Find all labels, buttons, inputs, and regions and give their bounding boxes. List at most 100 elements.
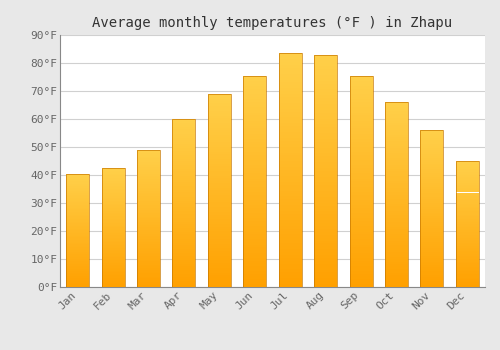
Bar bbox=[385, 102, 408, 105]
Bar bbox=[420, 185, 444, 187]
Bar bbox=[172, 127, 196, 130]
Bar bbox=[172, 193, 196, 195]
Bar bbox=[172, 230, 196, 232]
Bar bbox=[278, 173, 301, 176]
Bar bbox=[137, 239, 160, 241]
Bar bbox=[102, 190, 124, 192]
Bar bbox=[102, 220, 124, 222]
Bar bbox=[420, 132, 444, 134]
Bar bbox=[244, 221, 266, 224]
Bar bbox=[420, 148, 444, 150]
Bar bbox=[137, 194, 160, 196]
Bar bbox=[172, 142, 196, 144]
Bar bbox=[456, 178, 479, 180]
Bar bbox=[385, 250, 408, 252]
Bar bbox=[66, 241, 89, 243]
Bar bbox=[278, 275, 301, 278]
Bar bbox=[137, 181, 160, 182]
Bar bbox=[66, 216, 89, 218]
Bar bbox=[314, 258, 337, 261]
Bar bbox=[456, 199, 479, 200]
Bar bbox=[172, 268, 196, 270]
Bar bbox=[102, 256, 124, 257]
Bar bbox=[172, 119, 196, 287]
Bar bbox=[420, 260, 444, 261]
Bar bbox=[137, 162, 160, 163]
Bar bbox=[278, 211, 301, 214]
Bar bbox=[456, 229, 479, 230]
Bar bbox=[420, 264, 444, 265]
Bar bbox=[244, 173, 266, 176]
Bar bbox=[137, 155, 160, 157]
Bar bbox=[137, 243, 160, 244]
Bar bbox=[66, 246, 89, 247]
Bar bbox=[172, 264, 196, 266]
Bar bbox=[66, 250, 89, 252]
Bar bbox=[314, 124, 337, 127]
Bar bbox=[208, 147, 231, 149]
Bar bbox=[420, 238, 444, 240]
Bar bbox=[66, 266, 89, 267]
Bar bbox=[66, 194, 89, 195]
Bar bbox=[420, 160, 444, 162]
Bar bbox=[102, 211, 124, 212]
Bar bbox=[208, 113, 231, 116]
Bar bbox=[456, 188, 479, 189]
Bar bbox=[278, 167, 301, 170]
Bar bbox=[102, 268, 124, 269]
Bar bbox=[385, 209, 408, 211]
Bar bbox=[244, 113, 266, 115]
Bar bbox=[208, 135, 231, 137]
Bar bbox=[137, 263, 160, 265]
Bar bbox=[385, 202, 408, 204]
Bar bbox=[278, 255, 301, 258]
Bar bbox=[102, 229, 124, 230]
Bar bbox=[137, 285, 160, 287]
Bar bbox=[420, 252, 444, 254]
Bar bbox=[244, 197, 266, 200]
Bar bbox=[244, 226, 266, 229]
Bar bbox=[102, 177, 124, 178]
Bar bbox=[314, 86, 337, 90]
Bar bbox=[208, 282, 231, 285]
Bar bbox=[244, 250, 266, 253]
Bar bbox=[314, 238, 337, 240]
Bar bbox=[456, 235, 479, 237]
Bar bbox=[66, 279, 89, 280]
Bar bbox=[456, 243, 479, 244]
Bar bbox=[172, 130, 196, 132]
Bar bbox=[385, 248, 408, 250]
Bar bbox=[350, 202, 372, 205]
Bar bbox=[456, 180, 479, 181]
Bar bbox=[456, 202, 479, 203]
Bar bbox=[172, 174, 196, 176]
Bar bbox=[420, 281, 444, 283]
Bar bbox=[137, 273, 160, 275]
Bar bbox=[244, 279, 266, 282]
Bar bbox=[385, 220, 408, 222]
Bar bbox=[420, 154, 444, 156]
Bar bbox=[137, 213, 160, 215]
Bar bbox=[385, 266, 408, 268]
Bar bbox=[278, 190, 301, 194]
Bar bbox=[385, 128, 408, 130]
Bar bbox=[66, 280, 89, 281]
Bar bbox=[244, 118, 266, 120]
Bar bbox=[66, 195, 89, 196]
Bar bbox=[385, 160, 408, 162]
Bar bbox=[456, 205, 479, 206]
Bar bbox=[314, 113, 337, 116]
Bar bbox=[278, 56, 301, 59]
Bar bbox=[66, 249, 89, 250]
Bar bbox=[314, 69, 337, 72]
Bar bbox=[420, 228, 444, 230]
Bar bbox=[102, 245, 124, 247]
Bar bbox=[420, 206, 444, 209]
Bar bbox=[456, 213, 479, 215]
Bar bbox=[314, 133, 337, 136]
Bar bbox=[420, 279, 444, 281]
Bar bbox=[66, 201, 89, 202]
Bar bbox=[456, 233, 479, 235]
Bar bbox=[278, 120, 301, 123]
Bar bbox=[456, 238, 479, 240]
